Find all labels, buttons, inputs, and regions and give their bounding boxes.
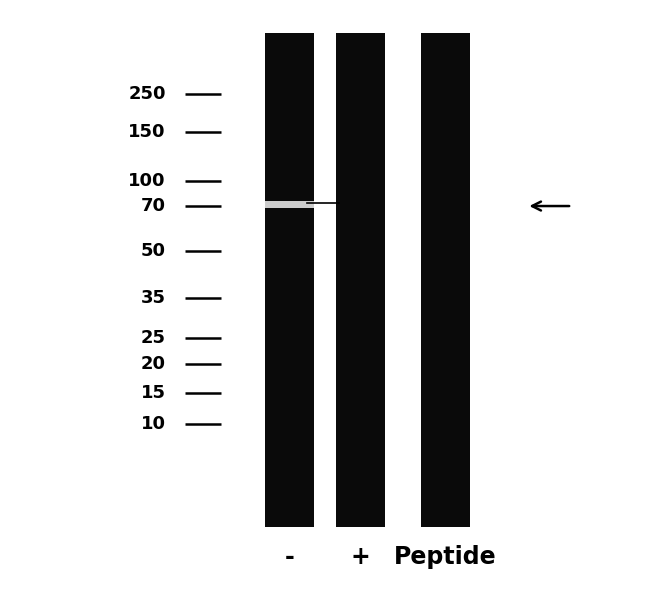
Bar (421, 33, 469, 527)
Text: 35: 35 (141, 289, 166, 307)
Bar (265, 33, 313, 527)
Text: 25: 25 (141, 329, 166, 347)
Text: 100: 100 (128, 171, 166, 190)
Text: -: - (285, 545, 294, 570)
Text: 250: 250 (128, 85, 166, 103)
Text: 70: 70 (141, 197, 166, 215)
Text: 15: 15 (141, 384, 166, 402)
Text: +: + (351, 545, 370, 570)
Text: 10: 10 (141, 415, 166, 433)
Text: 150: 150 (128, 123, 166, 141)
Bar (265, 201, 313, 208)
Text: 50: 50 (141, 242, 166, 261)
Text: Peptide: Peptide (394, 545, 497, 570)
Text: 20: 20 (141, 355, 166, 373)
Bar (337, 33, 385, 527)
